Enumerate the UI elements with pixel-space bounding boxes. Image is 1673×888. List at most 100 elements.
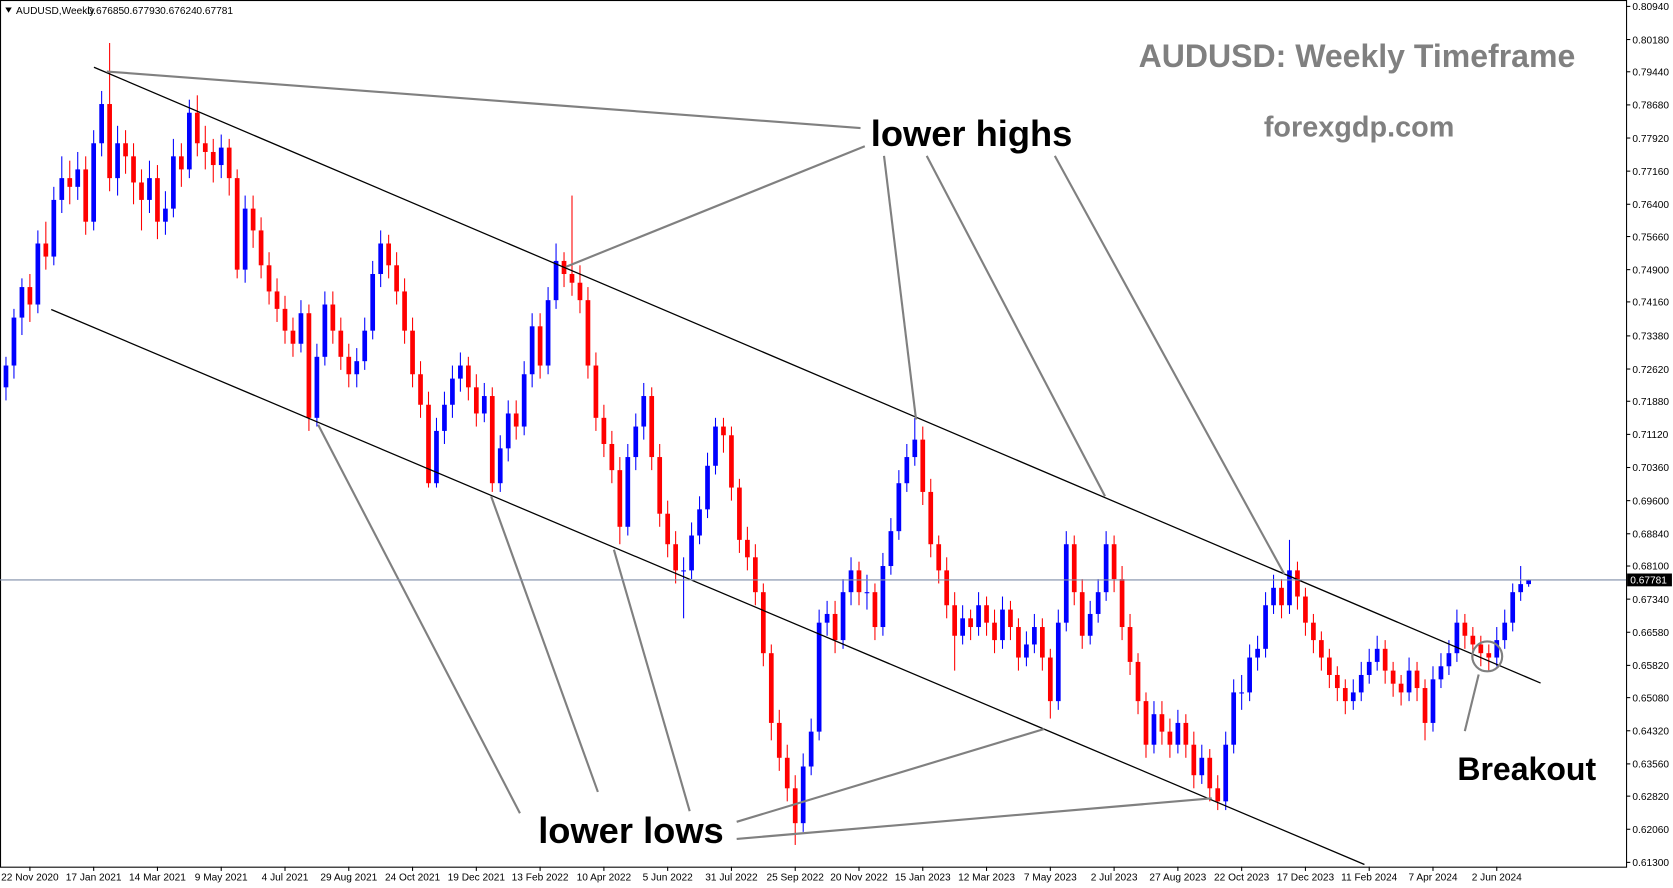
candle-body xyxy=(792,788,798,824)
candle-body xyxy=(1263,605,1268,649)
candle-body xyxy=(19,287,25,318)
x-tick-label: 20 Nov 2022 xyxy=(830,873,888,884)
candle-body xyxy=(545,300,551,366)
candle-body xyxy=(872,592,878,628)
candle-body xyxy=(67,178,73,187)
candle-body xyxy=(1159,714,1165,732)
annotation: lower lows xyxy=(538,810,724,851)
candle-body xyxy=(1398,683,1404,693)
candle-body xyxy=(1040,627,1045,658)
candle-body xyxy=(218,147,224,166)
pointer xyxy=(565,145,866,268)
candle-body xyxy=(1079,592,1085,636)
price-tag xyxy=(1627,573,1672,587)
breakout-circle xyxy=(1471,640,1504,673)
pointers xyxy=(106,70,1480,840)
candle-body xyxy=(290,330,296,344)
candle-body xyxy=(1175,722,1181,745)
y-tick-label: 0.67340 xyxy=(1632,595,1669,606)
candle-body xyxy=(585,300,591,366)
candle-body xyxy=(1366,661,1372,675)
y-tick-label: 0.65820 xyxy=(1632,661,1669,672)
candle-body xyxy=(1016,627,1021,658)
y-tick-label: 0.80180 xyxy=(1632,35,1669,46)
x-tick-label: 5 Jun 2022 xyxy=(643,873,693,884)
candle-body xyxy=(856,570,862,593)
high-value: 0.67793 xyxy=(124,6,161,17)
candle-body xyxy=(1350,692,1356,702)
y-tick-label: 0.74160 xyxy=(1632,298,1669,309)
candle-body xyxy=(1087,613,1093,636)
candle-body xyxy=(1247,657,1252,693)
x-tick-label: 12 Mar 2023 xyxy=(958,873,1015,884)
candle-body xyxy=(625,457,631,527)
candle-body xyxy=(697,509,702,536)
candle-body xyxy=(633,426,639,458)
candle-body xyxy=(418,374,423,405)
candle-body xyxy=(1326,657,1332,675)
x-tick-label: 7 Apr 2024 xyxy=(1408,873,1457,884)
candle-body xyxy=(816,622,822,732)
y-tick-label: 0.75660 xyxy=(1632,232,1669,243)
candle-body xyxy=(952,605,958,636)
candle-body xyxy=(1071,544,1077,593)
candle-body xyxy=(641,396,647,427)
x-tick-label: 29 Aug 2021 xyxy=(320,873,377,884)
candle-body xyxy=(226,147,232,179)
candle-body xyxy=(681,570,686,572)
candle-body xyxy=(274,291,280,309)
candle-body xyxy=(1374,648,1380,662)
x-tick-label: 9 May 2021 xyxy=(195,873,248,884)
candle-body xyxy=(107,104,112,179)
candle-body xyxy=(314,356,320,418)
y-tick-label: 0.61300 xyxy=(1632,858,1669,869)
candle-body xyxy=(824,613,830,623)
candle-body xyxy=(1295,570,1300,597)
candle-body xyxy=(35,243,41,305)
candle-body xyxy=(410,330,415,375)
low-value: 0.67624 xyxy=(160,6,197,17)
x-tick-label: 31 Jul 2022 xyxy=(705,873,758,884)
candle-body xyxy=(378,243,384,275)
candle-body xyxy=(338,330,344,357)
candle-body xyxy=(426,404,431,484)
y-tick-label: 0.68840 xyxy=(1632,530,1669,541)
candle-body xyxy=(657,457,663,514)
chart-subtitle: forexgdp.com xyxy=(1264,112,1455,144)
candle-body xyxy=(960,618,965,636)
candle-body xyxy=(394,265,399,292)
candle-body xyxy=(944,570,950,606)
candle-body xyxy=(1047,657,1053,702)
candle-body xyxy=(489,396,495,484)
candle-body xyxy=(1183,722,1189,745)
candle-body xyxy=(1135,661,1141,702)
pointer xyxy=(1053,155,1286,575)
pointer xyxy=(612,549,691,812)
candle-body xyxy=(888,531,894,567)
candle-body xyxy=(458,365,463,379)
candle-body xyxy=(386,243,391,266)
x-tick-label: 2 Jun 2024 xyxy=(1472,873,1522,884)
candle-body xyxy=(1239,692,1245,694)
candle-body xyxy=(1255,648,1260,658)
x-tick-label: 2 Jul 2023 xyxy=(1091,873,1138,884)
candle-body xyxy=(896,483,902,532)
candle-body xyxy=(346,356,352,375)
y-tick-label: 0.71120 xyxy=(1632,430,1668,441)
candle-body xyxy=(163,208,168,222)
candle-body xyxy=(1055,622,1061,702)
candle-body xyxy=(1032,627,1037,645)
x-tick-label: 27 Aug 2023 xyxy=(1149,873,1206,884)
pointer xyxy=(736,797,1212,840)
candle-body xyxy=(466,365,471,388)
candle-body xyxy=(601,417,607,444)
candle-body xyxy=(210,151,216,166)
candle-body xyxy=(784,757,790,789)
candle-body xyxy=(1510,592,1516,623)
candle-body xyxy=(976,605,981,628)
candle-body xyxy=(115,143,120,179)
candle-body xyxy=(1063,544,1069,623)
candle-body xyxy=(1502,622,1508,641)
